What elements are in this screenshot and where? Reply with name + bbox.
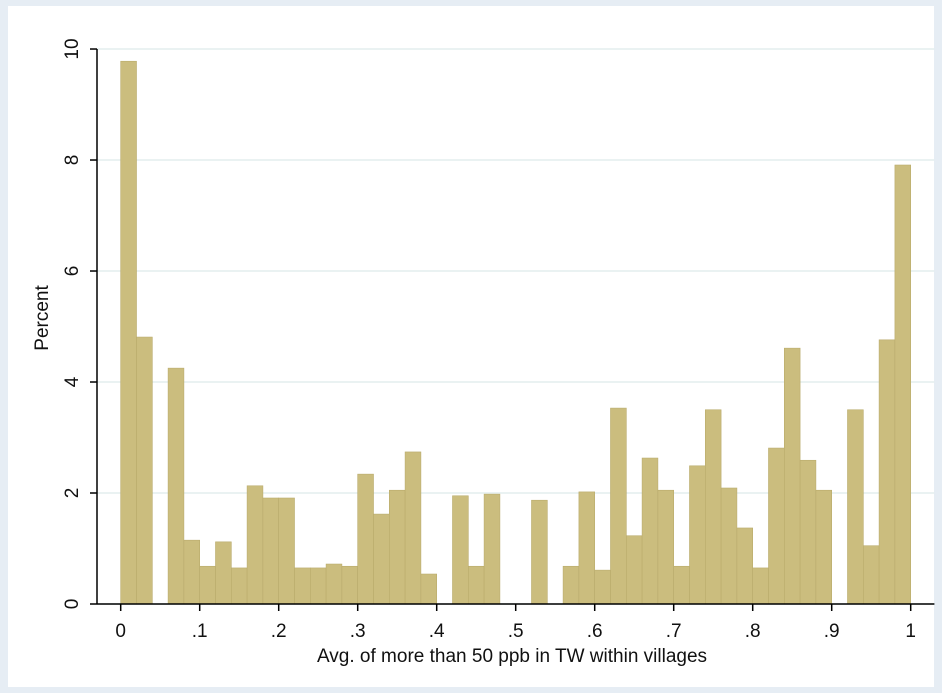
- bar: [847, 409, 864, 605]
- bar: [167, 367, 185, 605]
- y-tick-label: 0: [62, 599, 83, 610]
- bar: [183, 539, 200, 605]
- x-tick-label: .6: [587, 621, 603, 642]
- bar: [136, 336, 153, 605]
- x-tick-label: .2: [271, 621, 287, 642]
- x-tick-label: .7: [666, 621, 682, 642]
- bar: [673, 565, 690, 605]
- bar: [467, 565, 485, 605]
- bar: [752, 567, 769, 605]
- y-tick-label: 8: [62, 155, 83, 166]
- bar: [894, 164, 912, 605]
- x-tick-label: .1: [192, 621, 208, 642]
- bar: [231, 567, 248, 605]
- bar: [388, 489, 406, 605]
- bar: [120, 60, 137, 605]
- bar: [625, 535, 643, 605]
- x-tick-label: 1: [905, 621, 916, 642]
- bar: [689, 465, 706, 605]
- bar: [862, 545, 880, 605]
- x-axis-label: Avg. of more than 50 ppb in TW within vi…: [317, 646, 707, 667]
- bar: [783, 347, 801, 605]
- bar: [452, 495, 469, 605]
- bar: [799, 459, 817, 605]
- bar: [594, 569, 611, 605]
- bar: [562, 565, 580, 605]
- bar: [531, 499, 548, 605]
- x-tick-label: .9: [824, 621, 840, 642]
- bar: [720, 487, 738, 605]
- bar: [815, 489, 833, 605]
- bar: [325, 563, 343, 605]
- bar: [404, 451, 422, 605]
- bar: [578, 491, 596, 605]
- bar: [262, 497, 279, 605]
- bar: [483, 493, 501, 605]
- bar: [309, 567, 327, 605]
- y-tick-label: 6: [62, 266, 83, 277]
- bar: [610, 407, 627, 605]
- bar: [878, 339, 896, 605]
- bar: [278, 497, 295, 605]
- bar: [341, 565, 358, 605]
- bar: [294, 567, 311, 605]
- y-axis-label: Percent: [32, 285, 53, 351]
- bar: [199, 565, 216, 605]
- bar: [704, 409, 722, 605]
- bar: [641, 457, 659, 605]
- x-tick-label: .4: [429, 621, 445, 642]
- y-tick-label: 2: [62, 488, 83, 499]
- x-tick-label: .5: [508, 621, 524, 642]
- x-tick-label: .8: [745, 621, 761, 642]
- bar: [246, 485, 264, 605]
- bar: [215, 541, 232, 605]
- bar: [768, 447, 785, 605]
- x-tick-label: 0: [115, 621, 126, 642]
- bar: [657, 489, 675, 605]
- bar: [373, 513, 390, 605]
- y-tick-label: 10: [62, 38, 83, 59]
- y-tick-label: 4: [62, 376, 83, 387]
- bar: [736, 527, 754, 605]
- bar: [357, 473, 374, 605]
- bar: [420, 573, 437, 605]
- x-tick-label: .3: [350, 621, 366, 642]
